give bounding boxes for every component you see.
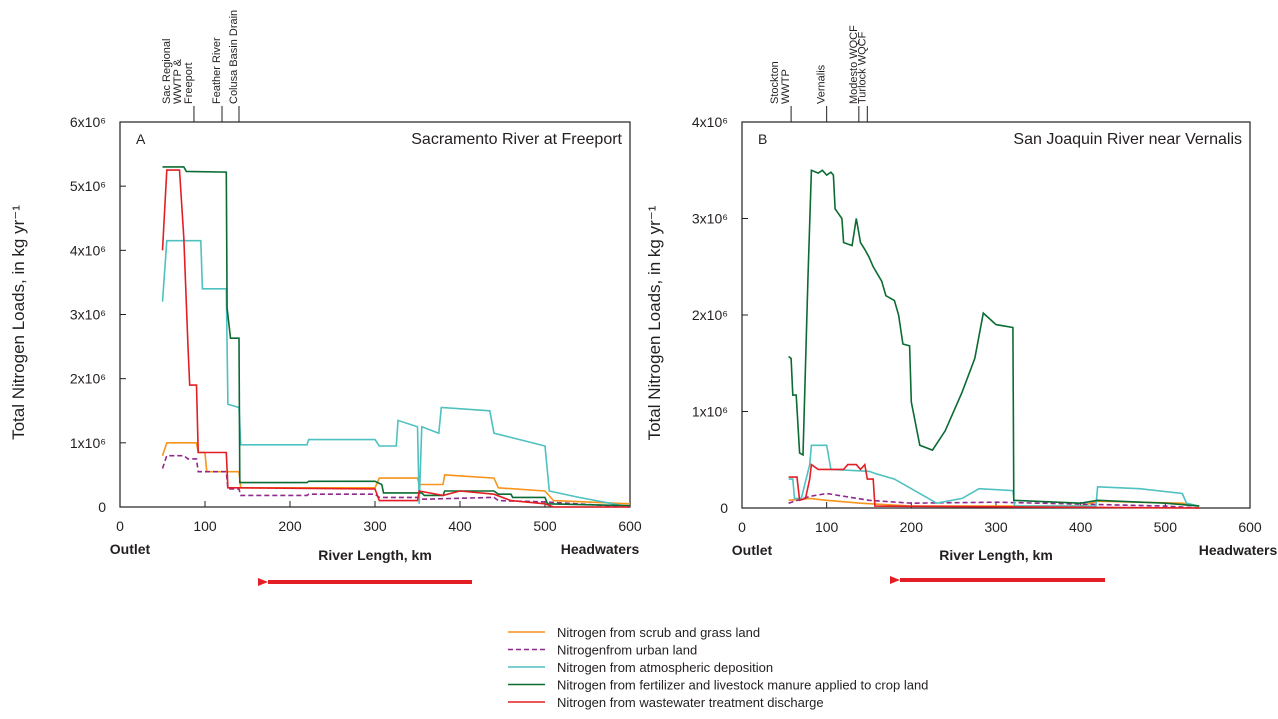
x-tick-label: 600 <box>618 518 642 534</box>
site-label: Colusa Basin Drain <box>228 10 240 104</box>
site-label: Stockton <box>769 61 781 104</box>
y-tick-label: 2x10⁶ <box>692 307 728 323</box>
x-tick-label: 100 <box>815 519 839 535</box>
site-label: WWTP & <box>172 58 184 104</box>
x-axis-title: River Length, km <box>318 547 432 563</box>
site-label: Turlock WQCF <box>856 31 868 104</box>
y-tick-label: 5x10⁶ <box>70 178 106 194</box>
x-tick-label: 0 <box>116 518 124 534</box>
y-tick-label: 1x10⁶ <box>692 404 728 420</box>
y-axis-title: Total Nitrogen Loads, in kg yr⁻¹ <box>645 205 664 440</box>
legend-label: Nitrogen from wastewater treatment disch… <box>557 695 824 710</box>
site-label: Feather River <box>211 37 223 104</box>
plot-frame <box>741 121 1251 509</box>
site-label: Modesto WQCF <box>848 25 860 104</box>
x-tick-label: 300 <box>363 518 387 534</box>
x-axis-title: River Length, km <box>939 547 1053 563</box>
series-line <box>161 169 630 508</box>
legend-label: Nitrogen from scrub and grass land <box>557 625 760 640</box>
series-line <box>161 454 631 508</box>
x-tick-label: 200 <box>900 519 924 535</box>
y-tick-label: 3x10⁶ <box>70 307 106 323</box>
x-tick-label: 0 <box>738 519 746 535</box>
x-tick-label: 600 <box>1238 519 1262 535</box>
series-line <box>161 239 631 508</box>
series-line <box>162 166 631 507</box>
x-right-label: Headwaters <box>1199 542 1278 558</box>
legend-label: Nitrogen from fertilizer and livestock m… <box>557 678 928 693</box>
panel-label: B <box>758 131 767 147</box>
site-label: Freeport <box>183 62 195 104</box>
x-tick-label: 400 <box>1069 519 1093 535</box>
series-line <box>161 442 631 505</box>
site-label: Vernalis <box>816 64 828 104</box>
series-line <box>788 492 1200 509</box>
site-label: Sac Regional <box>161 39 173 104</box>
site-label: WWTP <box>780 69 792 104</box>
x-tick-label: 400 <box>448 518 472 534</box>
x-tick-label: 200 <box>278 518 302 534</box>
y-axis-title: Total Nitrogen Loads, in kg yr⁻¹ <box>9 205 28 440</box>
x-tick-label: 500 <box>1154 519 1178 535</box>
y-tick-label: 6x10⁶ <box>70 114 106 130</box>
chart-title: San Joaquin River near Vernalis <box>1013 131 1242 148</box>
x-tick-label: 100 <box>193 518 217 534</box>
legend-label: Nitrogen from atmospheric deposition <box>557 660 773 675</box>
series-line <box>788 444 1200 507</box>
y-tick-label: 4x10⁶ <box>70 242 106 258</box>
plot-frame <box>119 121 631 508</box>
x-left-label: Outlet <box>732 542 773 558</box>
y-tick-label: 0 <box>98 499 106 515</box>
chart-title: Sacramento River at Freeport <box>411 131 622 148</box>
series-line <box>788 462 1200 509</box>
x-left-label: Outlet <box>110 541 151 557</box>
panel-label: A <box>136 131 146 147</box>
legend-label: Nitrogenfrom urban land <box>557 643 697 658</box>
y-tick-label: 3x10⁶ <box>692 211 728 227</box>
y-tick-label: 0 <box>720 500 728 516</box>
x-tick-label: 500 <box>533 518 557 534</box>
x-right-label: Headwaters <box>561 541 640 557</box>
y-tick-label: 2x10⁶ <box>70 371 106 387</box>
y-tick-label: 4x10⁶ <box>692 114 728 130</box>
y-tick-label: 1x10⁶ <box>70 435 106 451</box>
x-tick-label: 300 <box>984 519 1008 535</box>
series-line <box>788 169 1200 507</box>
